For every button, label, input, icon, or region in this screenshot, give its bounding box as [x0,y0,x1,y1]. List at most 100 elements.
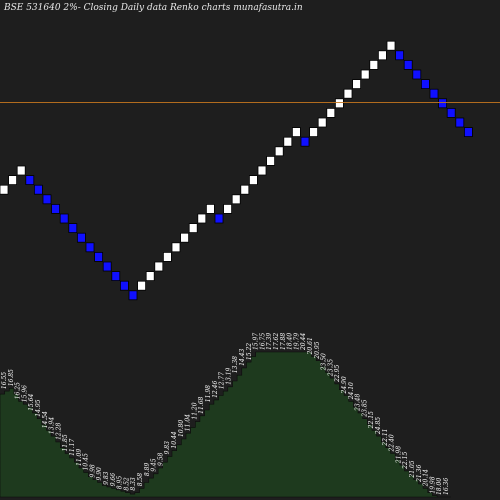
renko-brick-down [68,223,78,234]
value-label: 16.85 [8,369,15,386]
renko-brick-up [386,40,396,51]
renko-brick-up [154,261,164,272]
value-label: 14.95 [35,399,42,416]
value-label: 22.40 [389,434,396,452]
renko-brick-down [59,213,69,224]
value-label: 14.54 [42,411,49,428]
renko-brick-up [283,136,293,147]
value-label: 20.95 [314,341,321,359]
value-label: 12.28 [55,423,62,440]
value-label: 10.45 [83,453,90,470]
value-label: 24.90 [341,376,348,394]
renko-brick-up [266,155,276,166]
renko-brick-up [8,175,18,186]
renko-brick-up [0,184,9,195]
renko-brick-up [334,98,344,109]
value-label: 11.04 [185,414,192,431]
renko-brick-down [300,136,310,147]
renko-brick-up [326,108,336,118]
value-label: 8.52 [123,477,130,491]
renko-brick-up [171,242,181,253]
value-label: 17.88 [280,333,287,350]
value-label: 10.44 [171,431,178,448]
chart-title: BSE 531640 2%- Closing Daily data Renko … [4,3,303,13]
renko-brick-down [455,117,465,128]
renko-brick-down [111,271,121,282]
value-label: 13.19 [225,367,232,384]
value-label: 20.44 [300,333,307,351]
renko-brick-up [231,194,241,205]
value-label: 9.90 [96,467,103,481]
renko-brick-up [240,184,250,195]
renko-brick-down [51,203,60,214]
renko-brick-up [257,165,267,176]
renko-brick-down [25,175,35,186]
renko-brick-up [205,203,215,214]
renko-brick-up [137,280,147,291]
renko-brick-up [248,175,258,186]
renko-brick-down [395,50,405,61]
renko-brick-up [162,251,172,262]
value-label: 22.15 [402,452,409,470]
value-label: 21.05 [409,460,416,478]
value-label: 9.98 [89,464,96,478]
renko-brick-down [214,213,224,224]
renko-brick-up [180,232,190,243]
value-label: 15.96 [21,385,28,402]
value-label: 17.39 [266,333,273,350]
value-label: 22.11 [382,429,389,447]
value-label: 11.68 [198,396,205,413]
value-label: 15.97 [253,333,260,350]
value-label: 18.00 [436,478,443,495]
value-label: 10.80 [178,420,185,437]
renko-brick-down [403,60,413,70]
value-label: 8.89 [144,463,151,477]
renko-brick-down [94,251,103,262]
value-label: 16.25 [15,382,22,399]
value-label: 11.98 [205,385,212,402]
value-label: 12.46 [212,381,219,398]
value-label: 13.38 [232,356,239,373]
renko-brick-down [128,290,138,301]
renko-brick-up [377,50,387,61]
renko-brick-up [309,127,319,137]
value-label: 23.35 [327,359,334,377]
value-label: 8.58 [137,473,144,487]
renko-brick-down [438,98,448,109]
renko-brick-up [197,213,207,224]
value-label: 14.43 [239,349,246,366]
value-label: 21.36 [416,465,423,483]
value-label: 23.85 [361,399,368,417]
value-label: 12.77 [219,372,226,389]
value-label: 16.36 [443,478,450,495]
value-label: 11.09 [76,449,83,466]
value-label: 21.98 [395,446,402,464]
value-label: 15.64 [28,394,35,411]
renko-brick-down [85,242,95,253]
value-label: 15.22 [246,343,253,360]
value-label: 24.10 [348,382,355,400]
renko-brick-up [352,79,362,89]
value-label: 18.40 [287,333,294,350]
renko-brick-down [420,79,430,89]
value-label: 20.61 [307,337,314,355]
renko-brick-up [145,271,155,282]
value-label: 11.17 [69,439,76,456]
renko-brick-down [42,194,52,205]
renko-brick-down [463,127,473,137]
value-label: 24.85 [375,417,382,435]
value-label: 9.83 [103,471,110,485]
value-label: 8.95 [117,476,124,490]
value-label: 22.15 [368,411,375,429]
renko-brick-down [120,280,129,291]
value-label: 22.95 [334,365,341,383]
value-label: 17.62 [273,333,280,350]
value-label: 13.94 [49,417,56,434]
value-label: 9.58 [157,452,164,466]
renko-brick-down [446,108,456,118]
renko-brick-up [16,165,26,176]
renko-brick-up [369,60,379,70]
renko-brick-up [188,223,198,234]
renko-brick-down [34,184,43,195]
